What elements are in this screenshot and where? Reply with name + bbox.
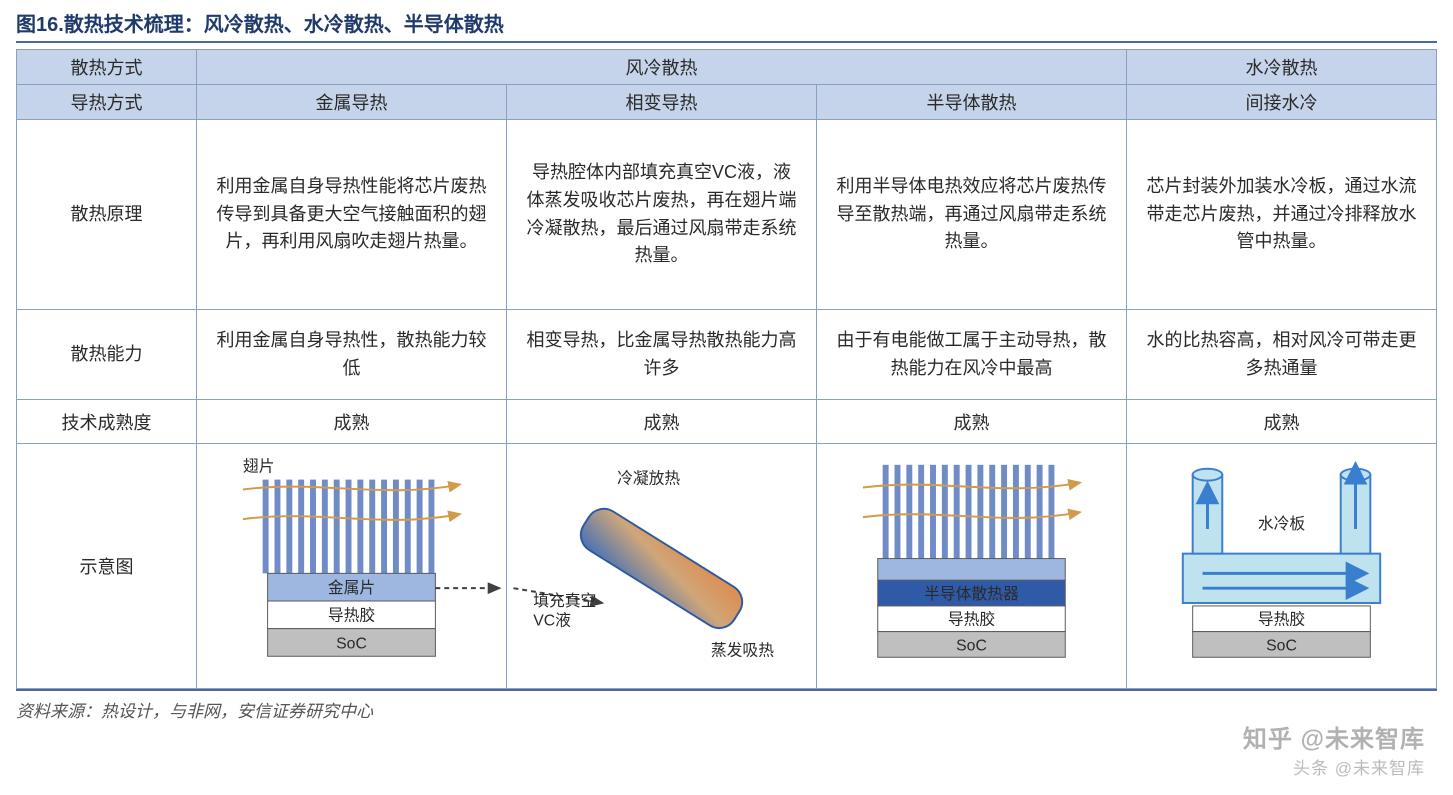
label-vc-fill-1: 填充真空 — [533, 592, 596, 610]
diagram-metal-svg: 翅片 金属片 导热胶 SoC — [201, 450, 502, 677]
cell-diagram-metal: 翅片 金属片 导热胶 SoC — [197, 444, 507, 689]
diagram-water-svg: 水冷板 导热胶 SoC — [1131, 450, 1432, 677]
label-fin: 翅片 — [243, 458, 275, 476]
cell-maturity-metal: 成熟 — [197, 400, 507, 444]
label-vc-fill-2: VC液 — [533, 612, 571, 630]
table-row: 示意图 翅片 金属片 — [17, 444, 1437, 689]
cell-maturity-indirect: 成熟 — [1127, 400, 1437, 444]
fins-group — [883, 465, 1055, 559]
label-evaporate: 蒸发吸热 — [711, 641, 774, 659]
table-row: 导热方式 金属导热 相变导热 半导体散热 间接水冷 — [17, 85, 1437, 120]
cell-capacity-phase: 相变导热，比金属导热散热能力高许多 — [507, 310, 817, 400]
label-water-plate: 水冷板 — [1258, 515, 1306, 533]
label-semi-plate: 半导体散热器 — [924, 585, 1019, 603]
label-condense: 冷凝放热 — [617, 470, 680, 488]
cooling-table: 散热方式 风冷散热 水冷散热 导热方式 金属导热 相变导热 半导体散热 间接水冷… — [16, 49, 1437, 689]
cell-maturity-phase: 成熟 — [507, 400, 817, 444]
label-tim: 导热胶 — [328, 607, 376, 625]
row-label-principle: 散热原理 — [17, 120, 197, 310]
hdr-aircool: 风冷散热 — [197, 50, 1127, 85]
hdr-watercool: 水冷散热 — [1127, 50, 1437, 85]
watermark-line1: 知乎 @未来智库 — [1243, 726, 1425, 753]
cell-principle-phase: 导热腔体内部填充真空VC液，液体蒸发吸收芯片废热，再在翅片端冷凝散热，最后通过风… — [507, 120, 817, 310]
watermark-line2: 头条 @未来智库 — [1243, 754, 1425, 779]
cell-diagram-phase: 冷凝放热 填充真空 VC液 蒸发吸热 — [507, 444, 817, 689]
cell-maturity-semi: 成熟 — [817, 400, 1127, 444]
label-soc: SoC — [956, 637, 987, 654]
hdr-indirect: 间接水冷 — [1127, 85, 1437, 120]
top-plate — [878, 559, 1066, 581]
cell-capacity-metal: 利用金属自身导热性，散热能力较低 — [197, 310, 507, 400]
label-soc: SoC — [1266, 637, 1297, 654]
table-row: 散热方式 风冷散热 水冷散热 — [17, 50, 1437, 85]
watermark: 知乎 @未来智库 头条 @未来智库 — [1243, 719, 1425, 779]
cell-principle-metal: 利用金属自身导热性能将芯片废热传导到具备更大空气接触面积的翅片，再利用风扇吹走翅… — [197, 120, 507, 310]
hdr-conduct: 导热方式 — [17, 85, 197, 120]
label-tim: 导热胶 — [948, 611, 996, 629]
hdr-metal: 金属导热 — [197, 85, 507, 120]
footer-rule — [16, 689, 1437, 691]
diagram-semi-svg: 半导体散热器 导热胶 SoC — [821, 450, 1122, 677]
cell-capacity-semi: 由于有电能做工属于主动导热，散热能力在风冷中最高 — [817, 310, 1127, 400]
fins-group — [263, 480, 435, 574]
vc-tube — [574, 502, 749, 635]
hdr-phase: 相变导热 — [507, 85, 817, 120]
table-row: 散热能力 利用金属自身导热性，散热能力较低 相变导热，比金属导热散热能力高许多 … — [17, 310, 1437, 400]
cell-diagram-semi: 半导体散热器 导热胶 SoC — [817, 444, 1127, 689]
figure-title: 图16.散热技术梳理：风冷散热、水冷散热、半导体散热 — [16, 8, 1437, 37]
label-metal-plate: 金属片 — [328, 579, 375, 597]
diagram-phase-svg: 冷凝放热 填充真空 VC液 蒸发吸热 — [511, 450, 812, 677]
hdr-method: 散热方式 — [17, 50, 197, 85]
cell-capacity-indirect: 水的比热容高，相对风冷可带走更多热通量 — [1127, 310, 1437, 400]
label-soc: SoC — [336, 635, 367, 652]
hdr-semi: 半导体散热 — [817, 85, 1127, 120]
table-row: 散热原理 利用金属自身导热性能将芯片废热传导到具备更大空气接触面积的翅片，再利用… — [17, 120, 1437, 310]
row-label-diagram: 示意图 — [17, 444, 197, 689]
source-line: 资料来源：热设计，与非网，安信证券研究中心 — [16, 697, 1437, 722]
table-row: 技术成熟度 成熟 成熟 成熟 成熟 — [17, 400, 1437, 444]
cell-principle-indirect: 芯片封装外加装水冷板，通过水流带走芯片废热，并通过冷排释放水管中热量。 — [1127, 120, 1437, 310]
title-rule — [16, 41, 1437, 43]
label-tim: 导热胶 — [1258, 611, 1306, 629]
pipe-top-left — [1193, 469, 1223, 481]
cell-principle-semi: 利用半导体电热效应将芯片废热传导至散热端，再通过风扇带走系统热量。 — [817, 120, 1127, 310]
water-plate — [1183, 554, 1380, 603]
cell-diagram-water: 水冷板 导热胶 SoC — [1127, 444, 1437, 689]
row-label-maturity: 技术成熟度 — [17, 400, 197, 444]
row-label-capacity: 散热能力 — [17, 310, 197, 400]
